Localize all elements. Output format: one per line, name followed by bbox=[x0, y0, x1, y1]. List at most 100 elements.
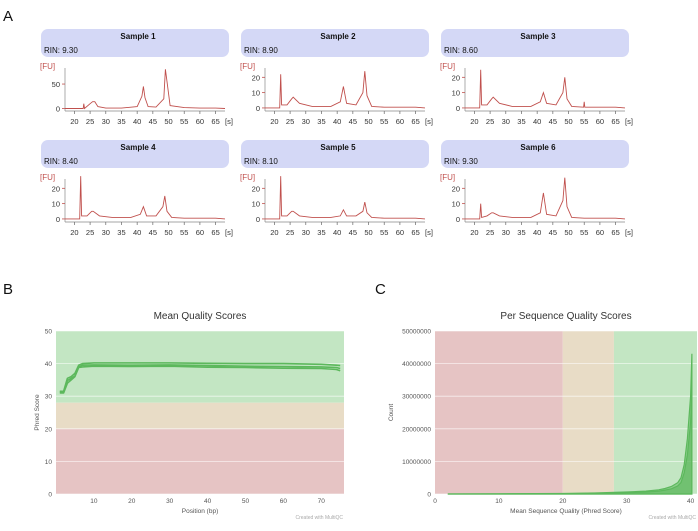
y-tick-label: 10 bbox=[252, 89, 260, 98]
x-tick-label: 40 bbox=[333, 117, 341, 126]
x-tick-label: 70 bbox=[318, 498, 326, 505]
x-tick-label: 65 bbox=[611, 228, 619, 237]
y-tick-label: 0 bbox=[56, 215, 60, 224]
x-unit-label: [s] bbox=[425, 117, 433, 126]
x-unit-label: [s] bbox=[225, 117, 233, 126]
x-tick-label: 10 bbox=[495, 498, 503, 505]
x-tick-label: 55 bbox=[580, 228, 588, 237]
sample-header bbox=[41, 29, 229, 57]
y-axis-label: Count bbox=[388, 404, 395, 422]
y-tick-label: 10 bbox=[452, 200, 460, 209]
x-tick-label: 45 bbox=[149, 117, 157, 126]
quality-zone-orange bbox=[56, 402, 344, 429]
x-tick-label: 20 bbox=[270, 228, 278, 237]
x-tick-label: 20 bbox=[470, 228, 478, 237]
y-tick-label: 20000000 bbox=[402, 426, 431, 433]
y-unit-label: [FU] bbox=[240, 62, 255, 71]
x-tick-label: 30 bbox=[502, 228, 510, 237]
x-tick-label: 55 bbox=[580, 117, 588, 126]
y-unit-label: [FU] bbox=[40, 173, 55, 182]
sample-title: Sample 6 bbox=[520, 143, 556, 152]
y-tick-label: 50 bbox=[45, 329, 53, 336]
x-tick-label: 25 bbox=[486, 228, 494, 237]
panel-label-c: C bbox=[375, 281, 386, 298]
x-tick-label: 45 bbox=[549, 228, 557, 237]
qc-chart-b: Mean Quality Scores Position (bp) Phred Sc… bbox=[34, 311, 344, 521]
y-unit-label: [FU] bbox=[440, 173, 455, 182]
x-tick-label: 30 bbox=[102, 228, 110, 237]
y-tick-label: 10 bbox=[45, 459, 53, 466]
x-tick-label: 25 bbox=[86, 117, 94, 126]
x-tick-label: 55 bbox=[380, 228, 388, 237]
x-tick-label: 40 bbox=[133, 117, 141, 126]
rin-label: RIN: 9.30 bbox=[44, 46, 78, 55]
qc-chart-c: Per Sequence Quality Scores Mean Sequence… bbox=[388, 311, 697, 521]
y-tick-label: 10000000 bbox=[402, 459, 431, 466]
sample-panel-1: Sample 1 RIN: 9.30 [FU] 0 50 20 25 30 35 40 45 50 55… bbox=[40, 29, 233, 126]
x-tick-label: 30 bbox=[302, 117, 310, 126]
x-tick-label: 65 bbox=[411, 117, 419, 126]
x-tick-label: 65 bbox=[611, 117, 619, 126]
electropherogram-trace bbox=[65, 69, 226, 110]
x-tick-label: 35 bbox=[317, 117, 325, 126]
x-tick-label: 20 bbox=[128, 498, 136, 505]
panel-label-a: A bbox=[3, 8, 14, 25]
y-tick-label: 20 bbox=[45, 426, 53, 433]
y-tick-label: 20 bbox=[252, 73, 260, 82]
y-tick-label: 50 bbox=[52, 80, 60, 89]
x-tick-label: 40 bbox=[533, 228, 541, 237]
x-tick-label: 50 bbox=[364, 117, 372, 126]
x-tick-label: 25 bbox=[286, 228, 294, 237]
x-tick-label: 45 bbox=[349, 117, 357, 126]
x-tick-label: 45 bbox=[149, 228, 157, 237]
sample-panel-3: Sample 3 RIN: 8.60 [FU] 0 10 20 20 25 30 35 40 45 50… bbox=[440, 29, 633, 126]
sample-panel-4: Sample 4 RIN: 8.40 [FU] 0 10 20 20 25 30 35 40 45 50… bbox=[40, 140, 233, 237]
x-tick-label: 50 bbox=[564, 117, 572, 126]
sample-panel-5: Sample 5 RIN: 8.10 [FU] 0 10 20 20 25 30 35 40 45 50… bbox=[240, 140, 433, 237]
x-tick-label: 20 bbox=[270, 117, 278, 126]
y-tick-label: 20 bbox=[452, 73, 460, 82]
sample-header bbox=[441, 140, 629, 168]
quality-series-2 bbox=[447, 389, 693, 495]
y-axis-label: Phred Score bbox=[34, 394, 41, 431]
y-tick-label: 40 bbox=[45, 361, 53, 368]
x-tick-label: 55 bbox=[180, 228, 188, 237]
x-tick-label: 60 bbox=[280, 498, 288, 505]
x-tick-label: 60 bbox=[196, 228, 204, 237]
chart-title: Per Sequence Quality Scores bbox=[500, 311, 631, 322]
x-unit-label: [s] bbox=[225, 228, 233, 237]
sample-panel-6: Sample 6 RIN: 9.30 [FU] 0 10 20 20 25 30 35 40 45 50… bbox=[440, 140, 633, 237]
y-tick-label: 20 bbox=[252, 184, 260, 193]
sample-title: Sample 2 bbox=[320, 32, 356, 41]
x-tick-label: 20 bbox=[70, 228, 78, 237]
x-tick-label: 60 bbox=[596, 228, 604, 237]
y-tick-label: 0 bbox=[456, 104, 460, 113]
y-tick-label: 0 bbox=[256, 215, 260, 224]
electropherogram-trace bbox=[465, 177, 626, 220]
y-tick-label: 10 bbox=[252, 200, 260, 209]
x-tick-label: 20 bbox=[470, 117, 478, 126]
x-tick-label: 60 bbox=[596, 117, 604, 126]
quality-series-1 bbox=[59, 362, 341, 393]
x-tick-label: 40 bbox=[333, 228, 341, 237]
y-tick-label: 50000000 bbox=[402, 329, 431, 336]
x-tick-label: 40 bbox=[533, 117, 541, 126]
x-tick-label: 65 bbox=[211, 228, 219, 237]
sample-header bbox=[41, 140, 229, 168]
y-tick-label: 0 bbox=[56, 105, 60, 114]
y-unit-label: [FU] bbox=[40, 62, 55, 71]
x-tick-label: 25 bbox=[86, 228, 94, 237]
x-tick-label: 30 bbox=[502, 117, 510, 126]
rin-label: RIN: 8.60 bbox=[444, 46, 478, 55]
y-tick-label: 0 bbox=[456, 215, 460, 224]
y-tick-label: 40000000 bbox=[402, 361, 431, 368]
sample-title: Sample 1 bbox=[120, 32, 156, 41]
x-axis-label: Mean Sequence Quality (Phred Score) bbox=[510, 508, 622, 515]
x-tick-label: 30 bbox=[102, 117, 110, 126]
electropherogram-trace bbox=[465, 69, 626, 109]
x-tick-label: 65 bbox=[211, 117, 219, 126]
sample-header bbox=[241, 29, 429, 57]
x-tick-label: 35 bbox=[317, 228, 325, 237]
x-unit-label: [s] bbox=[425, 228, 433, 237]
